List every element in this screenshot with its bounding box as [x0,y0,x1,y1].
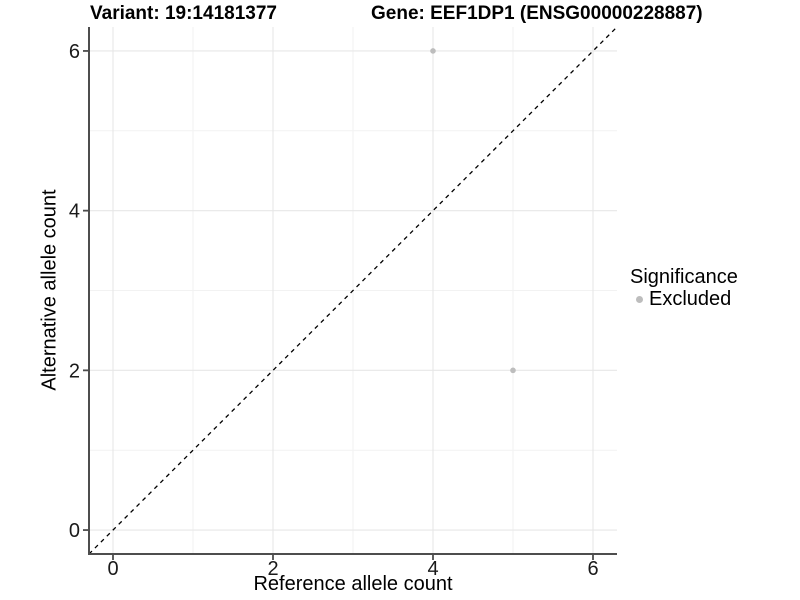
x-axis-title: Reference allele count [253,573,453,595]
y-axis-title: Alternative allele count [38,189,61,391]
x-tick-label: 4 [427,558,438,580]
data-point [510,367,516,374]
y-tick-label: 0 [69,520,80,542]
x-tick-label: 6 [587,558,598,580]
excluded-point-icon [636,295,643,303]
y-tick-label: 6 [69,41,80,63]
x-tick-label: 0 [107,558,118,580]
legend-item-label: Excluded [649,288,732,310]
y-tick-label: 4 [69,201,80,223]
y-tick-label: 2 [69,360,80,382]
legend: Significance Excluded [630,266,738,310]
legend-title: Significance [630,266,738,288]
x-tick-label: 2 [267,558,278,580]
identity-line [88,26,618,555]
gene-title: Gene: EEF1DP1 (ENSG00000228887) [371,3,703,24]
variant-title: Variant: 19:14181377 [90,3,277,24]
legend-item-excluded: Excluded [630,288,738,310]
data-point [430,48,436,54]
